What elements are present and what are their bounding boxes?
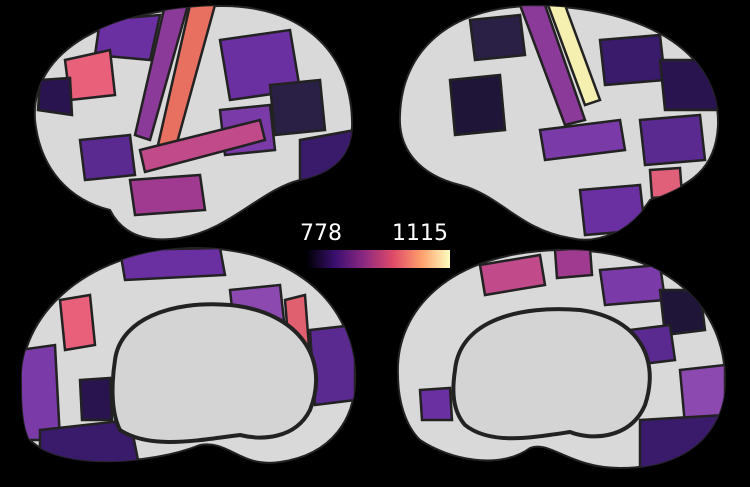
- brain-medial-right: [396, 248, 727, 470]
- colorbar-max-label: 1115: [392, 221, 448, 246]
- brain-medial-left: [20, 246, 357, 464]
- colorbar-gradient: [307, 250, 450, 268]
- brain-lateral-left: [33, 4, 354, 241]
- colorbar-min-label: 778: [300, 221, 342, 246]
- colorbar: 778 1115: [300, 221, 450, 268]
- brain-lateral-right: [398, 4, 720, 241]
